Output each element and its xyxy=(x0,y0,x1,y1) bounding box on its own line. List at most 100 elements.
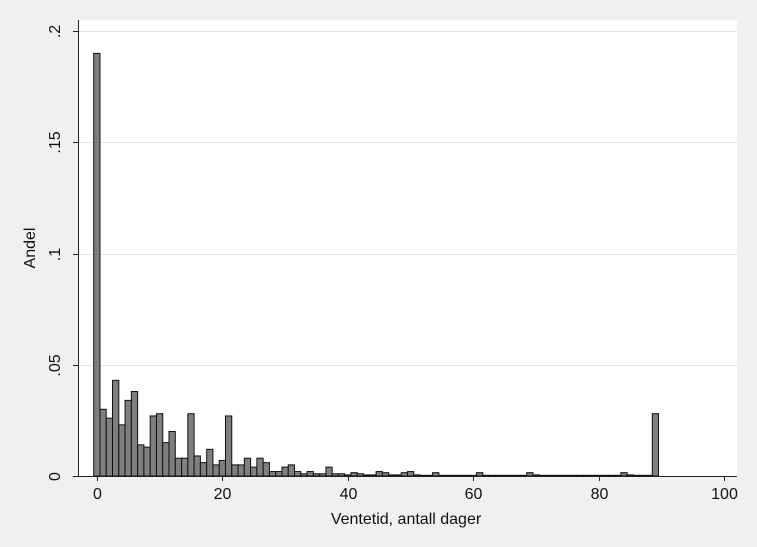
bar-10 xyxy=(155,413,164,477)
y-tick-label-3: .15 xyxy=(47,131,64,153)
bar-41 xyxy=(350,472,358,477)
bar-89 xyxy=(651,413,660,477)
bar-69 xyxy=(526,472,534,477)
x-tick-label-1: 20 xyxy=(214,486,232,503)
bar-28 xyxy=(268,471,277,477)
bar-4 xyxy=(118,424,126,477)
bar-80 xyxy=(595,474,603,477)
bar-0 xyxy=(93,52,101,477)
bar-37 xyxy=(325,466,333,477)
bar-3 xyxy=(112,379,120,477)
bar-17 xyxy=(199,462,208,477)
bar-26 xyxy=(256,457,264,477)
bar-55 xyxy=(438,474,446,477)
bar-31 xyxy=(287,464,296,477)
bar-8 xyxy=(143,446,151,477)
bar-47 xyxy=(388,474,396,477)
bar-29 xyxy=(275,471,283,477)
bar-67 xyxy=(513,474,521,477)
bar-39 xyxy=(337,473,346,477)
bar-14 xyxy=(181,457,189,477)
bar-58 xyxy=(457,474,465,477)
bar-46 xyxy=(381,472,390,477)
bar-70 xyxy=(532,474,540,477)
bar-9 xyxy=(149,415,157,477)
bar-30 xyxy=(281,466,289,477)
bar-68 xyxy=(519,474,528,477)
bar-87 xyxy=(639,474,647,477)
bar-7 xyxy=(137,444,145,477)
bar-5 xyxy=(124,399,132,477)
bar-42 xyxy=(356,473,365,477)
bar-22 xyxy=(231,464,239,477)
bar-35 xyxy=(312,473,321,477)
bar-51 xyxy=(413,474,421,477)
bar-79 xyxy=(589,474,597,477)
bar-11 xyxy=(162,442,170,477)
bar-13 xyxy=(174,457,183,477)
bar-25 xyxy=(250,466,258,477)
bar-20 xyxy=(218,459,226,477)
bar-1 xyxy=(99,408,107,477)
bar-74 xyxy=(557,474,565,477)
bar-76 xyxy=(570,474,578,477)
bar-38 xyxy=(331,473,339,477)
bar-52 xyxy=(419,474,427,477)
bar-54 xyxy=(432,472,440,477)
y-axis-title: Andel xyxy=(22,228,39,269)
bar-57 xyxy=(450,474,459,477)
x-tick-label-2: 40 xyxy=(340,486,358,503)
x-tick-label-5: 100 xyxy=(711,486,738,503)
bar-59 xyxy=(463,474,471,477)
bar-72 xyxy=(545,474,553,477)
bar-23 xyxy=(237,464,245,477)
bar-49 xyxy=(400,472,409,477)
bar-62 xyxy=(482,474,490,477)
bar-24 xyxy=(243,457,252,477)
plot-background xyxy=(78,20,737,476)
bar-15 xyxy=(187,413,195,477)
bar-71 xyxy=(538,474,547,477)
bar-50 xyxy=(407,471,415,477)
bar-77 xyxy=(576,474,584,477)
bar-19 xyxy=(212,464,220,477)
bar-27 xyxy=(262,462,270,477)
bar-84 xyxy=(620,472,628,477)
bar-43 xyxy=(363,474,371,477)
bar-36 xyxy=(319,473,327,477)
bar-32 xyxy=(294,471,302,477)
x-tick-label-3: 60 xyxy=(465,486,483,503)
bar-53 xyxy=(425,474,434,477)
bar-16 xyxy=(193,455,201,477)
bar-6 xyxy=(130,390,139,477)
bar-81 xyxy=(601,474,609,477)
bar-78 xyxy=(582,474,591,477)
bar-48 xyxy=(394,474,402,477)
y-tick-label-4: .2 xyxy=(47,25,64,38)
bar-75 xyxy=(563,474,572,477)
y-tick-label-0: 0 xyxy=(47,472,64,481)
x-axis-title: Ventetid, antall dager xyxy=(331,511,482,528)
bar-18 xyxy=(206,448,214,477)
gridlines xyxy=(78,31,737,366)
x-tick-label-4: 80 xyxy=(591,486,609,503)
bar-44 xyxy=(369,474,377,477)
bar-40 xyxy=(344,474,352,477)
bar-65 xyxy=(501,474,509,477)
bar-63 xyxy=(488,474,496,477)
bar-83 xyxy=(614,474,622,477)
bar-88 xyxy=(645,474,653,477)
bar-86 xyxy=(632,474,641,477)
bar-45 xyxy=(375,471,383,477)
bar-12 xyxy=(168,431,176,477)
x-tick-label-0: 0 xyxy=(93,486,102,503)
bar-61 xyxy=(476,472,484,477)
bar-2 xyxy=(105,417,114,477)
y-tick-label-2: .1 xyxy=(47,248,64,261)
bar-56 xyxy=(444,474,452,477)
bars xyxy=(93,52,660,477)
y-tick-label-1: .05 xyxy=(47,354,64,376)
bar-66 xyxy=(507,474,515,477)
bar-60 xyxy=(469,474,478,477)
